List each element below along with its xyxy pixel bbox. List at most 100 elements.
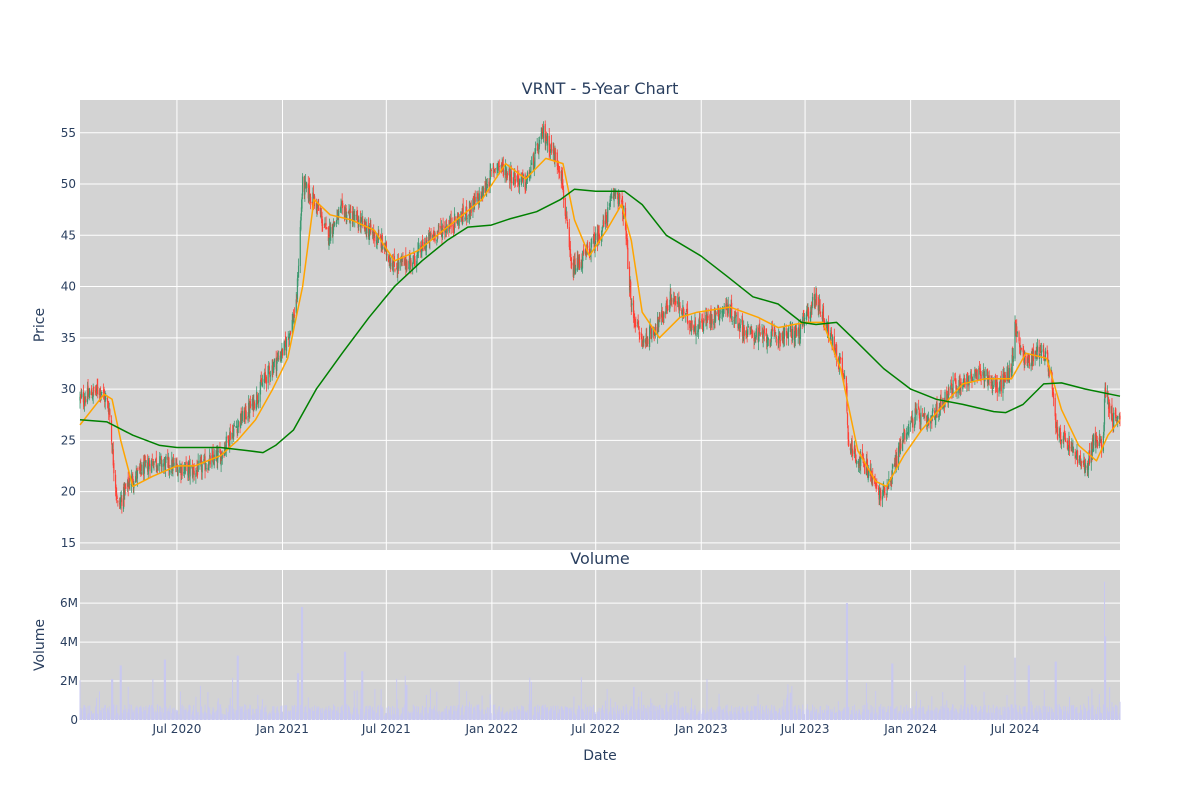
volume-bar	[890, 706, 892, 720]
candle-body	[671, 300, 673, 302]
candle-body	[413, 252, 416, 260]
volume-bar	[115, 715, 117, 720]
volume-bar	[836, 711, 838, 720]
candle-body	[169, 471, 171, 473]
volume-bar	[882, 708, 884, 720]
candle-body	[136, 470, 138, 479]
candle-body	[811, 296, 814, 306]
volume-bar	[1103, 711, 1105, 720]
candle-body	[288, 339, 290, 341]
volume-bar	[1039, 711, 1041, 720]
candle-body	[502, 161, 504, 165]
date-x-tick-labels: Jul 2020 Jan 2021 Jul 2021 Jan 2022 Jul 2022…	[152, 722, 1040, 736]
candle-body	[203, 459, 205, 464]
volume-bar	[661, 708, 663, 720]
volume-bar	[408, 711, 410, 720]
candle-body	[390, 262, 392, 267]
volume-bar	[177, 710, 179, 720]
candle-body	[702, 320, 705, 332]
candle-body	[264, 372, 266, 381]
volume-bar	[693, 709, 695, 720]
candle-body	[310, 196, 312, 203]
candle-body	[90, 388, 93, 396]
volume-bar	[658, 704, 660, 720]
volume-bar	[619, 708, 621, 720]
candle-body	[132, 475, 134, 483]
volume-bar	[422, 715, 424, 720]
volume-bar	[982, 712, 984, 720]
volume-bar	[207, 692, 209, 720]
volume-bar	[804, 714, 806, 720]
volume-bar	[80, 714, 82, 720]
candle-body	[199, 460, 201, 464]
volume-bar	[853, 704, 855, 720]
price-plot-area[interactable]	[80, 100, 1120, 550]
volume-bar	[277, 712, 279, 720]
candle-body	[1109, 403, 1111, 414]
volume-bar	[127, 686, 129, 720]
volume-bar	[866, 702, 868, 720]
candle-body	[1111, 418, 1114, 421]
volume-bar	[890, 706, 892, 720]
volume-bar	[799, 708, 801, 720]
volume-bar	[655, 706, 657, 720]
chart-title: VRNT - 5-Year Chart	[522, 79, 679, 98]
candle-body	[106, 398, 109, 403]
volume-bar	[120, 665, 122, 720]
candle-body	[990, 382, 992, 383]
volume-bar	[834, 713, 836, 720]
volume-bar	[233, 713, 235, 720]
volume-bar	[729, 710, 731, 720]
volume-bar	[108, 711, 110, 720]
volume-bar	[1008, 706, 1010, 720]
volume-bar	[786, 694, 788, 720]
candle-body	[1044, 359, 1046, 362]
volume-bar	[1082, 714, 1084, 720]
volume-bar	[790, 709, 792, 720]
volume-bar	[1104, 636, 1106, 720]
volume-bar	[542, 708, 544, 720]
volume-bar	[446, 713, 448, 720]
candle-body	[402, 258, 404, 259]
candle-body	[416, 252, 418, 259]
volume-bar	[256, 709, 258, 720]
candle-body	[575, 268, 577, 274]
volume-bar	[432, 709, 434, 720]
candle-body	[438, 226, 440, 228]
volume-bar	[311, 706, 313, 720]
volume-bar	[365, 706, 367, 720]
candle-body	[867, 466, 869, 478]
volume-bar	[843, 708, 845, 720]
volume-bar	[464, 712, 466, 720]
volume-bar	[272, 708, 274, 720]
volume-bar	[123, 713, 125, 720]
volume-bar	[93, 713, 95, 720]
volume-bar	[191, 711, 193, 720]
volume-bar	[556, 714, 558, 720]
volume-bar	[152, 678, 154, 720]
volume-bar	[774, 707, 776, 720]
volume-bar	[164, 659, 166, 720]
candle-body	[959, 375, 961, 392]
volume-bar	[490, 704, 492, 720]
volume-bar	[828, 705, 830, 720]
volume-bar	[799, 709, 801, 720]
volume-bar	[766, 705, 768, 720]
candle-body	[844, 375, 846, 378]
volume-bar	[603, 713, 605, 720]
candle-body	[616, 192, 619, 195]
candle-body	[412, 262, 414, 270]
candle-body	[366, 225, 368, 234]
volume-bar	[237, 655, 239, 720]
volume-bar	[139, 707, 141, 720]
volume-bar	[187, 711, 189, 720]
volume-bar	[923, 714, 925, 720]
candle-body	[806, 309, 808, 314]
volume-bar	[837, 701, 839, 720]
volume-bar	[412, 704, 414, 720]
candle-body	[1096, 435, 1098, 443]
price-y-tick: 40	[61, 280, 76, 294]
volume-bar	[1058, 704, 1060, 720]
volume-bar	[1040, 709, 1042, 720]
volume-plot-area[interactable]	[80, 570, 1120, 720]
